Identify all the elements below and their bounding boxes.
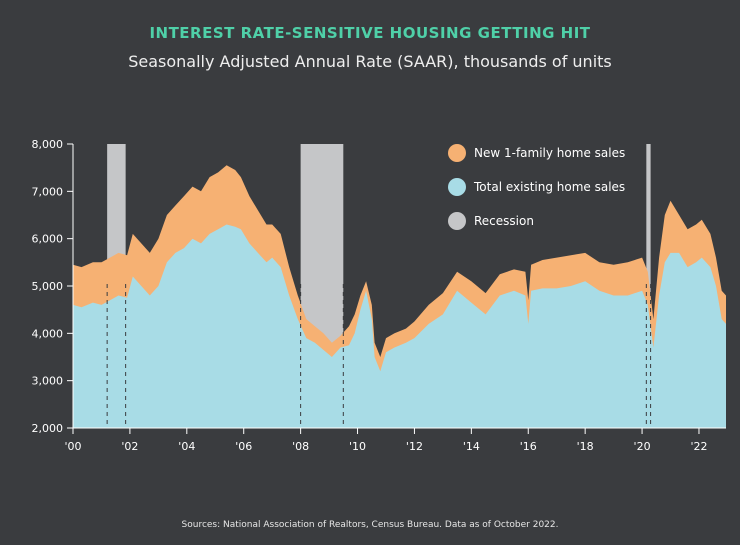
- chart-subtitle: Seasonally Adjusted Annual Rate (SAAR), …: [128, 52, 612, 71]
- legend-swatch-0: [448, 144, 466, 162]
- legend-label-2: Recession: [474, 214, 534, 228]
- chart-title: INTEREST RATE-SENSITIVE HOUSING GETTING …: [149, 24, 591, 42]
- y-tick-label: 7,000: [32, 185, 64, 198]
- legend-swatch-1: [448, 178, 466, 196]
- y-tick-label: 8,000: [32, 138, 64, 151]
- existing-home-sales-area: [73, 224, 726, 428]
- y-tick-label: 3,000: [32, 375, 64, 388]
- y-tick-label: 5,000: [32, 280, 64, 293]
- x-tick-label: '04: [178, 440, 195, 453]
- legend: New 1-family home sales Total existing ho…: [448, 144, 625, 230]
- y-tick-label: 2,000: [32, 422, 64, 435]
- y-tick-label: 6,000: [32, 233, 64, 246]
- legend-swatch-2: [448, 212, 466, 230]
- y-tick-label: 4,000: [32, 327, 64, 340]
- x-tick-label: '14: [463, 440, 480, 453]
- x-tick-label: '10: [349, 440, 366, 453]
- x-tick-label: '12: [406, 440, 423, 453]
- x-tick-label: '22: [690, 440, 707, 453]
- x-tick-label: '08: [292, 440, 309, 453]
- legend-label-1: Total existing home sales: [473, 180, 625, 194]
- x-tick-label: '16: [520, 440, 537, 453]
- x-tick-label: '06: [235, 440, 252, 453]
- source-note: Sources: National Association of Realtor…: [181, 520, 559, 530]
- x-tick-label: '18: [577, 440, 594, 453]
- legend-label-0: New 1-family home sales: [474, 146, 625, 160]
- x-tick-label: '00: [64, 440, 81, 453]
- recession-dashes: [106, 284, 652, 428]
- x-tick-label: '20: [634, 440, 651, 453]
- x-tick-label: '02: [121, 440, 138, 453]
- axes: 2,000 3,000 4,000 5,000 6,000 7,000 8,000 '00 '0…: [32, 138, 726, 453]
- chart-areas: [73, 165, 726, 429]
